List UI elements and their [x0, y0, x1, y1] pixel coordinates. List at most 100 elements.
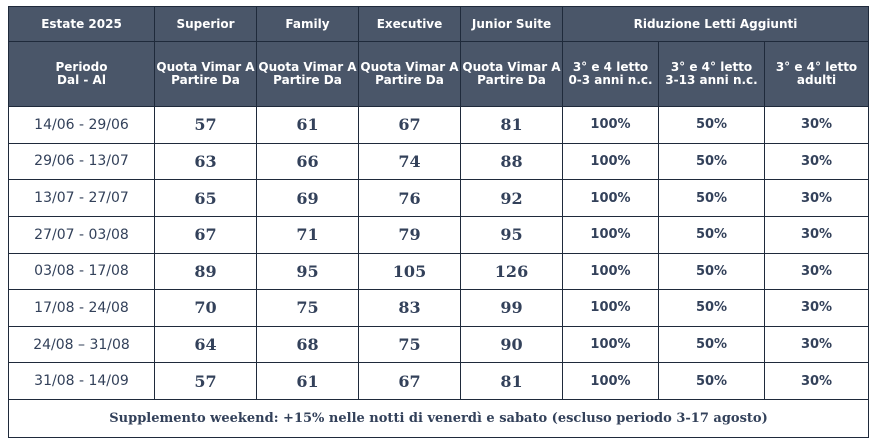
- reduction-header-3-13: 3° e 4° letto 3-13 anni n.c.: [658, 41, 765, 107]
- price-cell: 89: [154, 252, 257, 291]
- reduction-line1: 3° e 4 letto: [572, 60, 649, 74]
- reduction-cell: 50%: [658, 179, 765, 217]
- price-cell: 76: [358, 179, 461, 217]
- price-cell: 81: [460, 106, 563, 144]
- reduction-cell: 30%: [764, 252, 869, 291]
- price-cell: 61: [256, 362, 359, 400]
- table-row: 29/06 - 13/07 63 66 74 88 100% 50% 30%: [8, 142, 869, 181]
- quota-header: Quota Vimar A Partire Da: [358, 41, 461, 107]
- table-row: 13/07 - 27/07 65 69 76 92 100% 50% 30%: [8, 179, 869, 217]
- price-cell: 57: [154, 106, 257, 144]
- period-cell: 17/08 - 24/08: [8, 289, 155, 327]
- reduction-cell: 100%: [562, 252, 659, 291]
- period-cell: 24/08 – 31/08: [8, 325, 155, 364]
- reduction-header-0-3: 3° e 4 letto 0-3 anni n.c.: [562, 41, 659, 107]
- period-cell: 27/07 - 03/08: [8, 215, 155, 254]
- quota-header: Quota Vimar A Partire Da: [154, 41, 257, 107]
- reduction-cell: 100%: [562, 289, 659, 327]
- price-cell: 61: [256, 106, 359, 144]
- footer-row: Supplemento weekend: +15% nelle notti di…: [8, 399, 869, 438]
- period-cell: 29/06 - 13/07: [8, 142, 155, 181]
- price-cell: 79: [358, 215, 461, 254]
- header-row-labels: Periodo Dal - Al Quota Vimar A Partire D…: [8, 41, 869, 107]
- price-cell: 68: [256, 325, 359, 364]
- reduction-cell: 50%: [658, 325, 765, 364]
- period-label-1: Periodo: [55, 60, 108, 74]
- price-cell: 67: [154, 215, 257, 254]
- table-row: 27/07 - 03/08 67 71 79 95 100% 50% 30%: [8, 215, 869, 254]
- quota-header: Quota Vimar A Partire Da: [256, 41, 359, 107]
- price-cell: 88: [460, 142, 563, 181]
- period-header: Periodo Dal - Al: [8, 41, 155, 107]
- reduction-cell: 50%: [658, 289, 765, 327]
- price-table: Estate 2025 Superior Family Executive Ju…: [8, 6, 869, 438]
- period-cell: 03/08 - 17/08: [8, 252, 155, 291]
- price-cell: 95: [460, 215, 563, 254]
- reduction-line2: 3-13 anni n.c.: [665, 73, 758, 87]
- reduction-line1: 3° e 4° letto: [670, 60, 753, 74]
- price-cell: 57: [154, 362, 257, 400]
- price-cell: 105: [358, 252, 461, 291]
- price-cell: 126: [460, 252, 563, 291]
- price-cell: 75: [358, 325, 461, 364]
- price-cell: 66: [256, 142, 359, 181]
- price-cell: 75: [256, 289, 359, 327]
- price-cell: 74: [358, 142, 461, 181]
- price-cell: 67: [358, 362, 461, 400]
- price-cell: 81: [460, 362, 563, 400]
- period-cell: 14/06 - 29/06: [8, 106, 155, 144]
- price-cell: 95: [256, 252, 359, 291]
- reduction-cell: 30%: [764, 215, 869, 254]
- room-header-family: Family: [256, 6, 359, 42]
- table-row: 14/06 - 29/06 57 61 67 81 100% 50% 30%: [8, 106, 869, 144]
- reduction-cell: 50%: [658, 215, 765, 254]
- reduction-cell: 30%: [764, 142, 869, 181]
- reduction-header-adults: 3° e 4° letto adulti: [764, 41, 869, 107]
- price-cell: 69: [256, 179, 359, 217]
- table-row: 17/08 - 24/08 70 75 83 99 100% 50% 30%: [8, 289, 869, 327]
- price-cell: 71: [256, 215, 359, 254]
- reduction-cell: 30%: [764, 325, 869, 364]
- price-cell: 64: [154, 325, 257, 364]
- period-cell: 13/07 - 27/07: [8, 179, 155, 217]
- price-cell: 63: [154, 142, 257, 181]
- room-header-executive: Executive: [358, 6, 461, 42]
- room-header-junior-suite: Junior Suite: [460, 6, 563, 42]
- reduction-cell: 100%: [562, 179, 659, 217]
- reduction-cell: 100%: [562, 362, 659, 400]
- room-header-superior: Superior: [154, 6, 257, 42]
- reduction-line1: 3° e 4° letto: [775, 60, 858, 74]
- reduction-cell: 100%: [562, 325, 659, 364]
- price-cell: 83: [358, 289, 461, 327]
- price-cell: 90: [460, 325, 563, 364]
- reduction-header: Riduzione Letti Aggiunti: [562, 6, 869, 42]
- reduction-cell: 50%: [658, 106, 765, 144]
- reduction-cell: 30%: [764, 106, 869, 144]
- reduction-cell: 100%: [562, 142, 659, 181]
- table-row: 24/08 – 31/08 64 68 75 90 100% 50% 30%: [8, 325, 869, 364]
- reduction-cell: 100%: [562, 215, 659, 254]
- reduction-cell: 30%: [764, 179, 869, 217]
- price-cell: 65: [154, 179, 257, 217]
- reduction-cell: 30%: [764, 362, 869, 400]
- price-cell: 67: [358, 106, 461, 144]
- header-row-rooms: Estate 2025 Superior Family Executive Ju…: [8, 6, 869, 42]
- season-header: Estate 2025: [8, 6, 155, 42]
- price-cell: 70: [154, 289, 257, 327]
- table-row: 03/08 - 17/08 89 95 105 126 100% 50% 30%: [8, 252, 869, 291]
- table-body: 14/06 - 29/06 57 61 67 81 100% 50% 30% 29/06 - 1…: [8, 106, 869, 400]
- period-cell: 31/08 - 14/09: [8, 362, 155, 400]
- reduction-cell: 50%: [658, 362, 765, 400]
- period-label-2: Dal - Al: [57, 73, 106, 87]
- price-cell: 92: [460, 179, 563, 217]
- reduction-line2: 0-3 anni n.c.: [568, 73, 653, 87]
- reduction-cell: 50%: [658, 252, 765, 291]
- reduction-cell: 30%: [764, 289, 869, 327]
- reduction-cell: 50%: [658, 142, 765, 181]
- price-cell: 99: [460, 289, 563, 327]
- quota-header: Quota Vimar A Partire Da: [460, 41, 563, 107]
- reduction-cell: 100%: [562, 106, 659, 144]
- table-row: 31/08 - 14/09 57 61 67 81 100% 50% 30%: [8, 362, 869, 400]
- reduction-line2: adulti: [796, 73, 837, 87]
- weekend-supplement-note: Supplemento weekend: +15% nelle notti di…: [8, 399, 869, 438]
